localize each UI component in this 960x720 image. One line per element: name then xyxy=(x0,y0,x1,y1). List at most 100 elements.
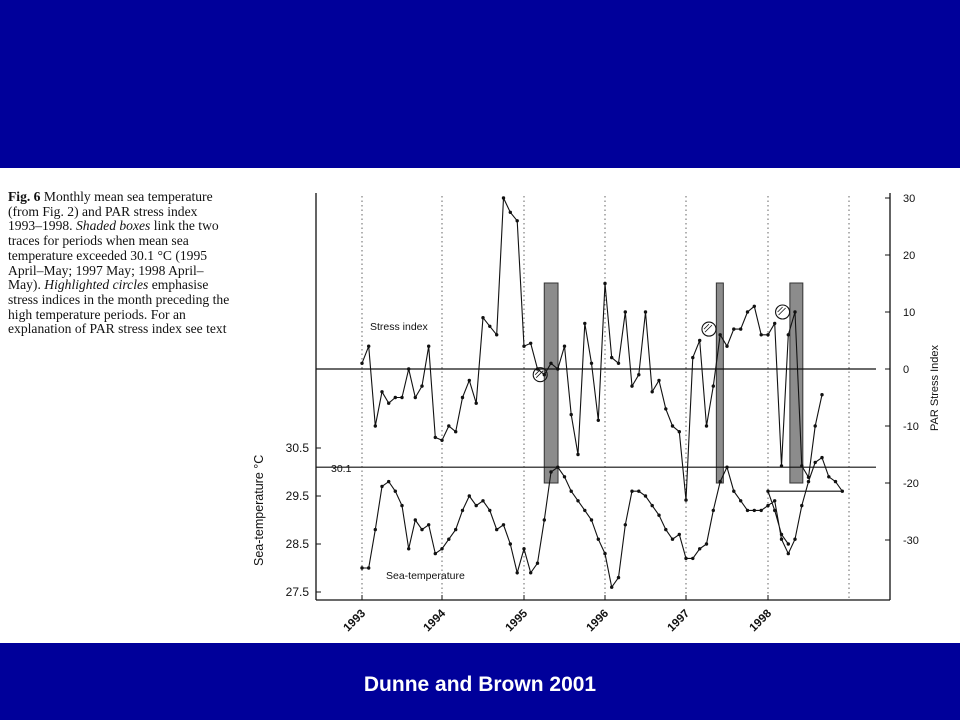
series-line-sea-temperature xyxy=(362,456,844,589)
data-point xyxy=(603,551,607,556)
data-point xyxy=(752,508,756,513)
data-point xyxy=(732,327,736,331)
right-tick-label: -20 xyxy=(903,478,919,490)
data-point xyxy=(650,503,654,508)
caption-text-1: Monthly mean sea temperature (from Fig. … xyxy=(8,189,213,234)
data-point xyxy=(773,508,777,513)
data-point xyxy=(508,542,512,546)
data-point xyxy=(657,513,661,517)
data-point xyxy=(367,566,371,570)
data-point xyxy=(460,395,465,400)
data-point xyxy=(677,430,681,434)
data-point xyxy=(800,503,804,508)
data-point xyxy=(495,527,499,532)
x-tick-label: 1995 xyxy=(504,607,531,634)
data-point xyxy=(501,523,506,527)
data-point xyxy=(650,390,654,394)
data-point xyxy=(583,321,587,326)
shaded-box xyxy=(715,282,724,484)
data-point xyxy=(704,542,709,546)
shaded-boxes xyxy=(543,282,804,484)
data-point xyxy=(360,566,364,570)
data-point xyxy=(779,532,784,537)
data-point xyxy=(827,475,831,479)
caption-text-2: link the two traces for periods when mea… xyxy=(8,218,219,293)
shaded-box xyxy=(789,282,804,484)
data-point xyxy=(467,494,471,498)
data-point xyxy=(630,489,634,493)
data-point xyxy=(589,361,594,365)
left-tick-label: 30.5 xyxy=(286,441,310,455)
series-label-stress-index: Stress index xyxy=(370,321,429,333)
data-point xyxy=(360,361,364,365)
data-point xyxy=(637,489,641,493)
data-point xyxy=(467,378,471,383)
x-tick-label: 1994 xyxy=(422,607,449,634)
data-point xyxy=(813,424,817,428)
data-point xyxy=(793,537,797,541)
data-point xyxy=(759,333,763,337)
data-point xyxy=(711,384,715,388)
data-point xyxy=(454,430,458,434)
source-credit: Dunne and Brown 2001 xyxy=(363,673,597,696)
data-point xyxy=(657,378,661,383)
data-point xyxy=(725,465,729,469)
data-point xyxy=(677,532,681,537)
data-point xyxy=(556,465,560,469)
x-tick-label: 1997 xyxy=(666,608,693,635)
data-point xyxy=(440,438,444,442)
data-point xyxy=(576,452,580,457)
data-point xyxy=(549,361,553,365)
figure-caption: Fig. 6 Monthly mean sea temperature (fro… xyxy=(8,189,234,337)
data-point xyxy=(691,355,695,360)
highlight-circle xyxy=(532,367,548,383)
data-point xyxy=(393,489,397,493)
data-point xyxy=(833,479,838,484)
bottom-banner: Dunne and Brown 2001 xyxy=(0,643,960,720)
data-point xyxy=(433,551,437,556)
data-point xyxy=(779,537,784,541)
data-point xyxy=(488,508,492,513)
data-point xyxy=(786,333,790,337)
data-point xyxy=(698,547,702,551)
data-point xyxy=(745,310,750,314)
data-point xyxy=(501,196,506,200)
data-point xyxy=(508,210,512,214)
data-point xyxy=(610,585,614,589)
figure-panel: Fig. 6 Monthly mean sea temperature (fro… xyxy=(0,168,960,643)
data-point xyxy=(373,424,377,428)
data-point xyxy=(745,508,750,513)
data-point xyxy=(691,556,695,561)
tick-labels: 27.5 28.5 29.5 30.5 -30 -20 -10 0 10 20 30 1993 1994… xyxy=(286,193,919,634)
data-point xyxy=(481,316,485,320)
right-tick-label: -30 xyxy=(903,535,919,547)
chart: Sea-temperature °C PAR Stress Index Stre… xyxy=(252,193,941,634)
data-point xyxy=(407,367,411,371)
data-point xyxy=(779,464,784,468)
data-point xyxy=(616,575,621,580)
data-point xyxy=(515,571,519,575)
data-point xyxy=(813,460,817,465)
data-point xyxy=(542,518,546,522)
data-point xyxy=(718,333,722,337)
data-point xyxy=(529,571,533,575)
highlight-circle xyxy=(701,321,717,337)
data-point xyxy=(569,489,573,493)
data-point xyxy=(684,556,688,561)
x-tick-label: 1998 xyxy=(748,607,775,634)
data-point xyxy=(447,537,451,541)
data-point xyxy=(820,393,824,397)
data-point xyxy=(596,418,600,422)
data-point xyxy=(610,355,614,360)
data-point xyxy=(766,503,770,508)
data-point xyxy=(433,435,437,440)
axes: Sea-temperature °C PAR Stress Index xyxy=(252,193,941,601)
data-point xyxy=(440,547,444,551)
data-point xyxy=(562,344,567,348)
left-tick-label: 29.5 xyxy=(286,489,310,503)
left-axis-label: Sea-temperature °C xyxy=(252,455,266,566)
year-gridlines xyxy=(361,196,850,600)
data-point xyxy=(569,412,573,417)
data-point xyxy=(589,518,594,522)
x-tick-label: 1993 xyxy=(342,608,369,635)
